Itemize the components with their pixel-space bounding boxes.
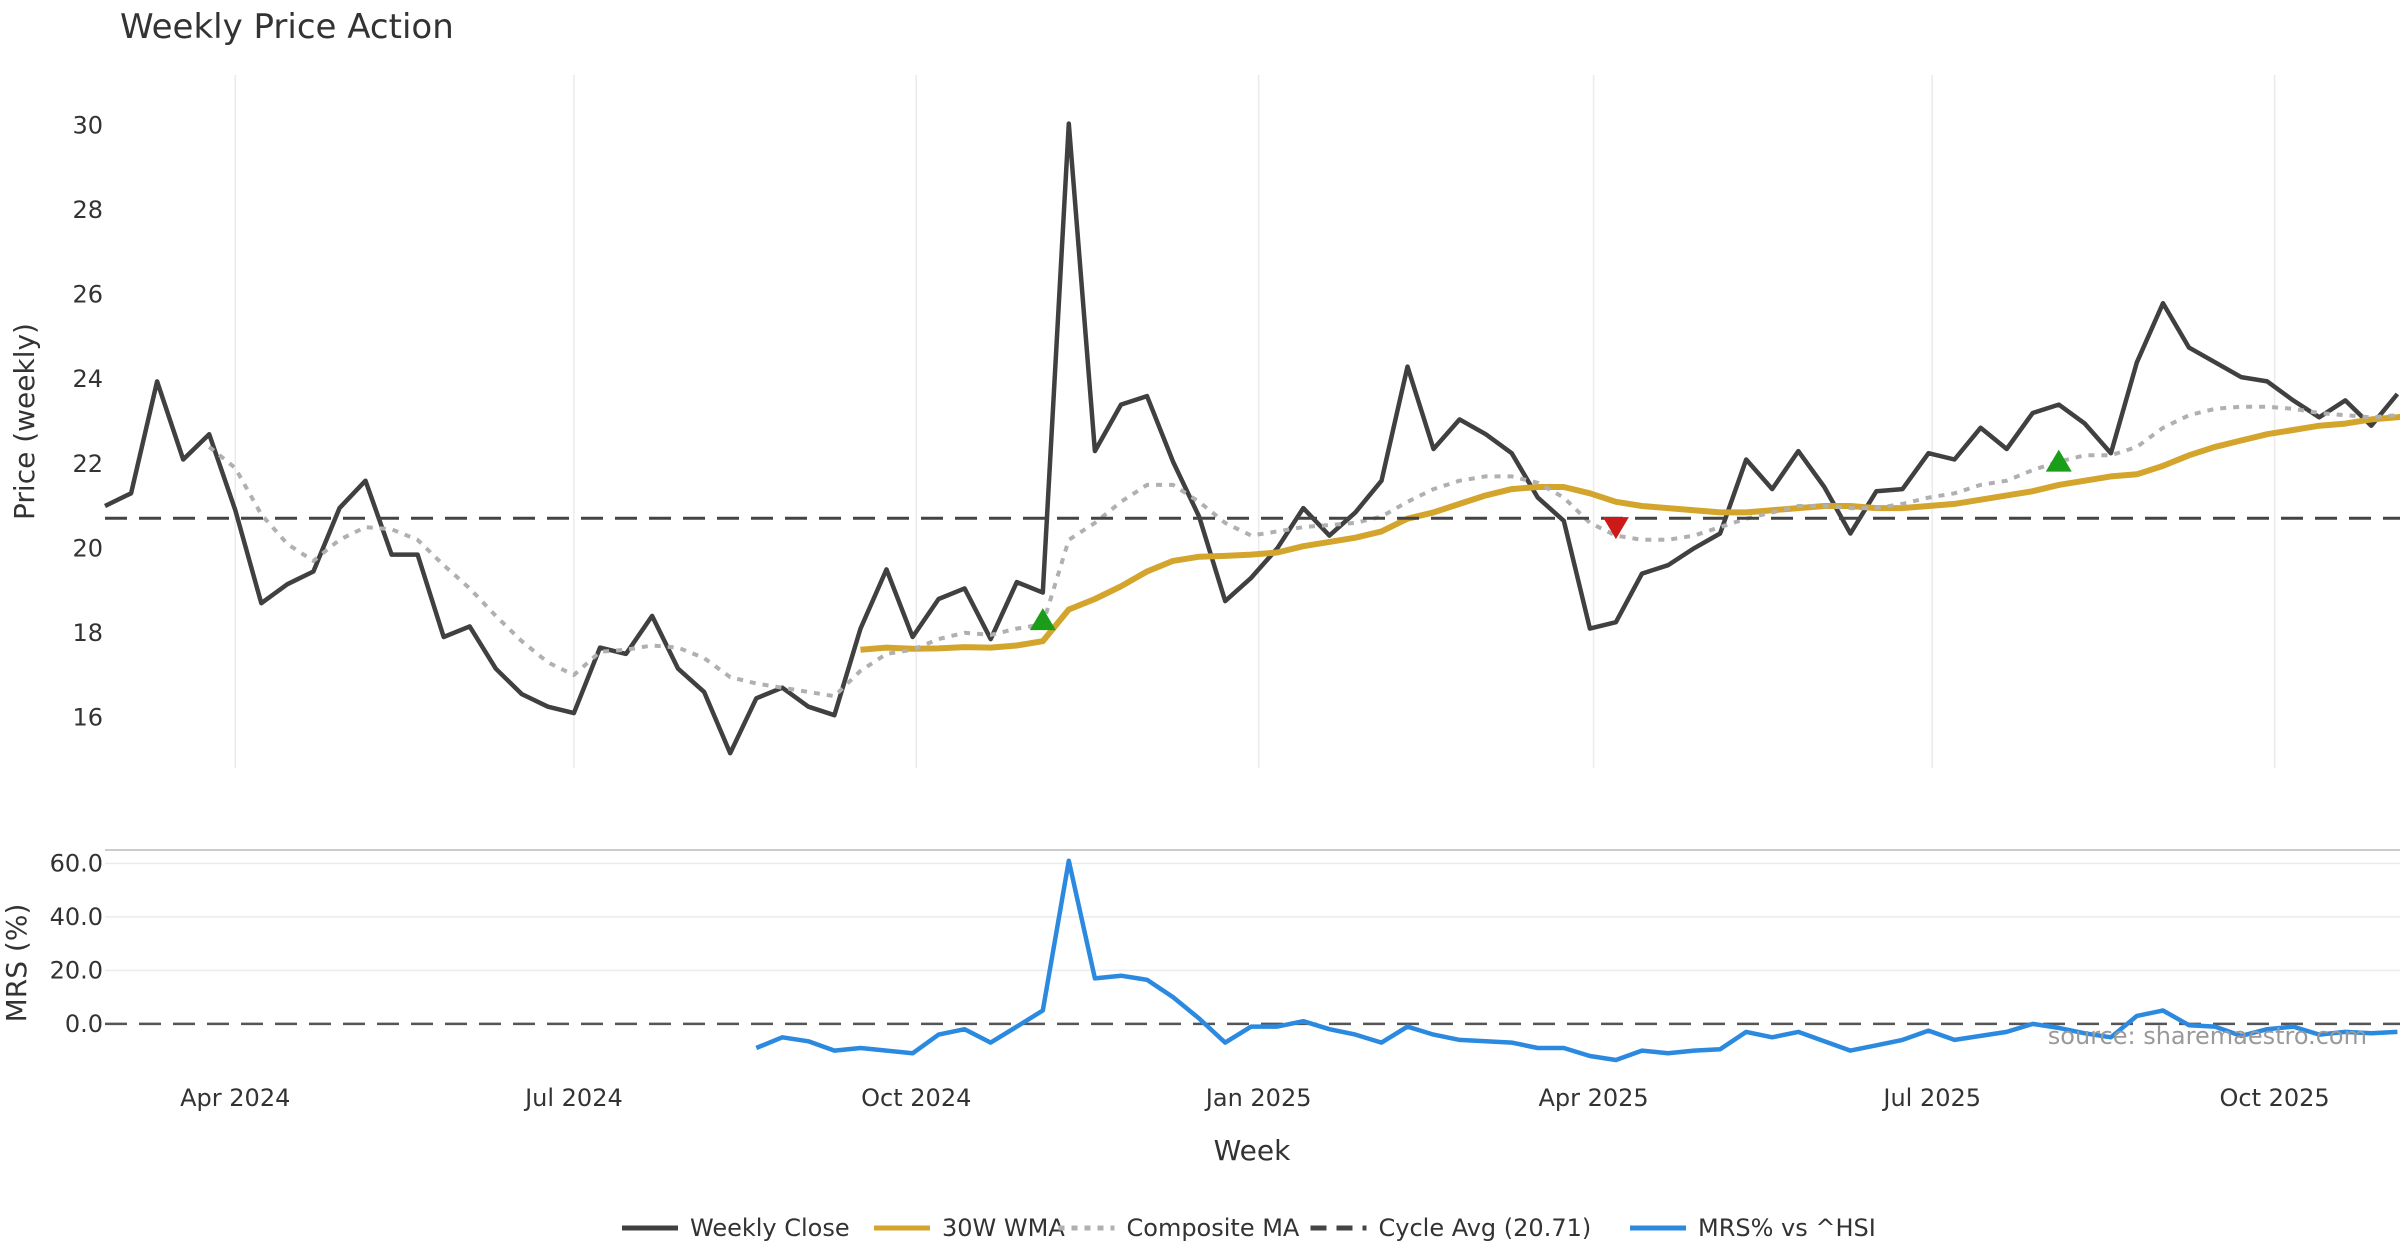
legend-label: Weekly Close [690, 1214, 850, 1242]
y-tick-label: 24 [72, 365, 103, 393]
x-tick-label: Apr 2024 [180, 1084, 290, 1112]
y-tick-label: 30 [72, 112, 103, 140]
mrs-y-axis-title: MRS (%) [0, 904, 33, 1023]
y-tick-label: 26 [72, 281, 103, 309]
sell-signal-marker [1602, 517, 1629, 540]
y-tick-label: 20 [72, 534, 103, 562]
legend-label: Composite MA [1127, 1214, 1300, 1242]
source-text: source: sharemaestro.com [2048, 1022, 2367, 1050]
buy-signal-marker [1029, 608, 1056, 631]
x-axis: Apr 2024 Jul 2024 Oct 2024 Jan 2025 Apr 2025… [180, 1084, 2330, 1112]
legend-label: 30W WMA [942, 1214, 1065, 1242]
x-tick-label: Jul 2024 [523, 1084, 623, 1112]
price-panel: 16 18 20 22 24 26 28 30 Price (weekly) [8, 75, 2400, 768]
y-axis-title: Price (weekly) [8, 323, 41, 520]
mrs-panel: 60.0 40.0 20.0 0.0 MRS (%) [0, 849, 2400, 1063]
mrs-y-tick-label: 40.0 [50, 903, 103, 931]
legend-label: MRS% vs ^HSI [1698, 1214, 1876, 1242]
legend-label: Cycle Avg (20.71) [1379, 1214, 1592, 1242]
chart-title: Weekly Price Action [120, 7, 454, 47]
y-tick-label: 16 [72, 703, 103, 731]
x-tick-label: Jul 2025 [1881, 1084, 1981, 1112]
x-tick-label: Jan 2025 [1204, 1084, 1312, 1112]
y-tick-label: 22 [72, 450, 103, 478]
series-weekly-close-line [104, 121, 2400, 756]
y-tick-label: 28 [72, 196, 103, 224]
mrs-y-tick-label: 0.0 [65, 1010, 103, 1038]
legend: Weekly Close 30W WMA Composite MA Cycle Avg… [622, 1214, 1876, 1242]
x-tick-label: Oct 2025 [2219, 1084, 2329, 1112]
series-composite-ma-line [207, 404, 2398, 699]
series-mrs-line [755, 858, 2398, 1063]
mrs-y-tick-label: 60.0 [50, 849, 103, 877]
x-tick-label: Apr 2025 [1538, 1084, 1648, 1112]
x-axis-title: Week [1214, 1134, 1291, 1167]
y-tick-label: 18 [72, 619, 103, 647]
mrs-y-tick-label: 20.0 [50, 956, 103, 984]
buy-signal-marker [2045, 449, 2072, 472]
series-30w-wma-line [860, 413, 2400, 653]
x-tick-label: Oct 2024 [861, 1084, 971, 1112]
